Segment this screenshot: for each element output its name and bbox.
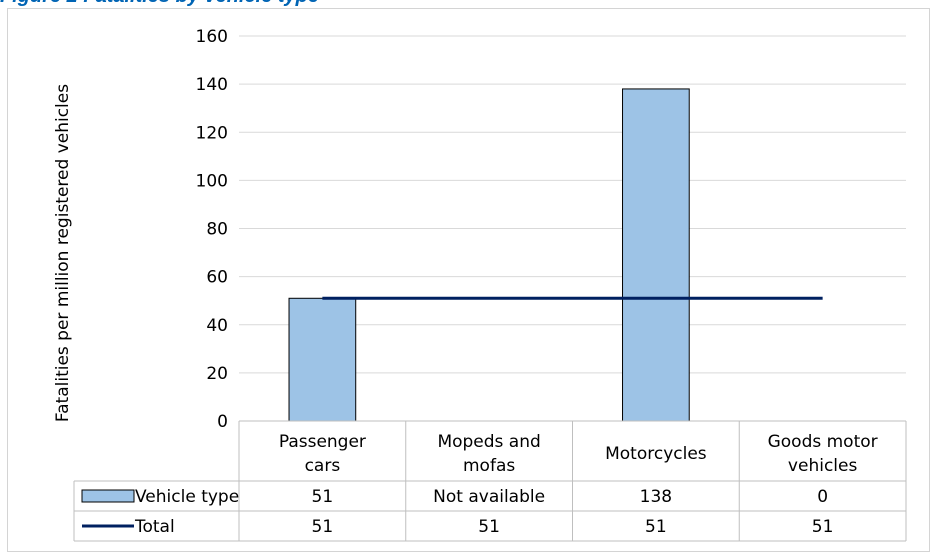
category-label: Mopeds and mofas [437, 432, 540, 476]
y-tick-label: 20 [206, 364, 228, 384]
table-value: 51 [312, 487, 334, 507]
table-value: 51 [645, 517, 667, 537]
y-tick-label: 100 [196, 171, 228, 191]
bar [622, 88, 690, 422]
table-value: 51 [812, 517, 834, 537]
table-value: 138 [640, 487, 672, 507]
gridlines [239, 35, 906, 374]
category-label: Goods motor vehicles [768, 432, 878, 476]
y-tick-label: 60 [206, 268, 228, 288]
series-name: Vehicle type [135, 487, 239, 507]
y-axis-label: Fatalities per million registered vehicl… [53, 84, 73, 422]
y-tick-label: 40 [206, 316, 228, 336]
y-tick-label: 140 [196, 75, 228, 95]
figure-caption-text: Figure 2 Fatalities by vehicle type [0, 0, 319, 8]
figure-caption: Figure 2 Fatalities by vehicle type [0, 0, 938, 9]
table-value: 51 [478, 517, 500, 537]
table-value: 0 [817, 487, 828, 507]
legend-key-bar [81, 489, 135, 503]
y-tick-label: 120 [196, 123, 228, 143]
chart-frame: 0 20 40 60 80 100 120 140 160 Passenger cars Moped… [7, 8, 930, 552]
y-tick-label: 0 [217, 412, 228, 432]
bar [288, 297, 357, 422]
y-tick-label: 160 [196, 27, 228, 47]
data-table: Passenger cars Mopeds and mofas Motorcycles G… [73, 420, 907, 542]
category-label: Passenger cars [279, 432, 366, 476]
bars [288, 88, 690, 422]
category-label: Motorcycles [605, 444, 707, 464]
y-tick-label: 80 [206, 220, 228, 240]
chart-svg: 0 20 40 60 80 100 120 140 160 Passenger cars Moped… [53, 27, 907, 542]
table-value: 51 [312, 517, 334, 537]
y-tick-labels: 0 20 40 60 80 100 120 140 160 [196, 27, 228, 432]
series-name: Total [134, 517, 175, 537]
table-value: Not available [433, 487, 545, 507]
